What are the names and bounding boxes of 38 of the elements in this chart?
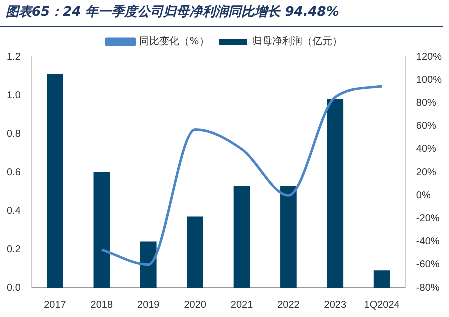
y2-tick-label: -20%	[416, 213, 440, 224]
bar	[374, 270, 390, 288]
line-series	[100, 85, 384, 266]
y2-tick-label: 60%	[416, 121, 437, 132]
legend-label: 归母净利润（亿元）	[252, 36, 342, 48]
y2-tick-label: 40%	[416, 144, 437, 156]
x-tick-label: 2022	[278, 300, 300, 311]
y2-tick-label: 20%	[416, 167, 437, 178]
x-tick-label: 2021	[230, 300, 254, 311]
y-tick-label: 0.4	[6, 206, 22, 217]
x-tick-label: 2017	[44, 300, 67, 311]
y2-tick-label: -60%	[416, 260, 440, 271]
y-tick-label: 0.8	[6, 128, 22, 140]
bar	[94, 172, 110, 288]
y-tick-label: 1.2	[6, 52, 22, 63]
y-tick-label: 1.0	[6, 90, 22, 102]
y2-tick-label: -80%	[416, 282, 440, 294]
bar	[280, 186, 297, 288]
x-tick-label: 2019	[138, 300, 160, 311]
bar	[234, 186, 250, 288]
y-tick-label: 0.0	[6, 282, 22, 294]
chart-title: 图表65：24 年一季度公司归母净利润同比增长 94.48%	[0, 0, 443, 27]
y2-tick-label: 100%	[416, 74, 442, 86]
bar	[140, 242, 157, 288]
y-tick-label: 0.6	[6, 167, 22, 178]
y2-tick-label: -40%	[416, 236, 440, 248]
bar	[327, 99, 344, 288]
y2-tick-label: 120%	[416, 52, 442, 63]
x-tick-label: 2020	[184, 300, 207, 311]
x-tick-label: 2023	[324, 300, 347, 311]
y2-tick-label: 80%	[416, 98, 437, 109]
bar	[47, 74, 64, 288]
x-tick-label: 2018	[90, 300, 114, 311]
bar	[187, 216, 204, 288]
x-tick-label: 1Q2024	[364, 300, 400, 311]
y2-tick-label: 0%	[416, 190, 431, 202]
y-tick-label: 0.2	[6, 244, 22, 256]
legend-label: 同比变化（%）	[140, 36, 210, 48]
